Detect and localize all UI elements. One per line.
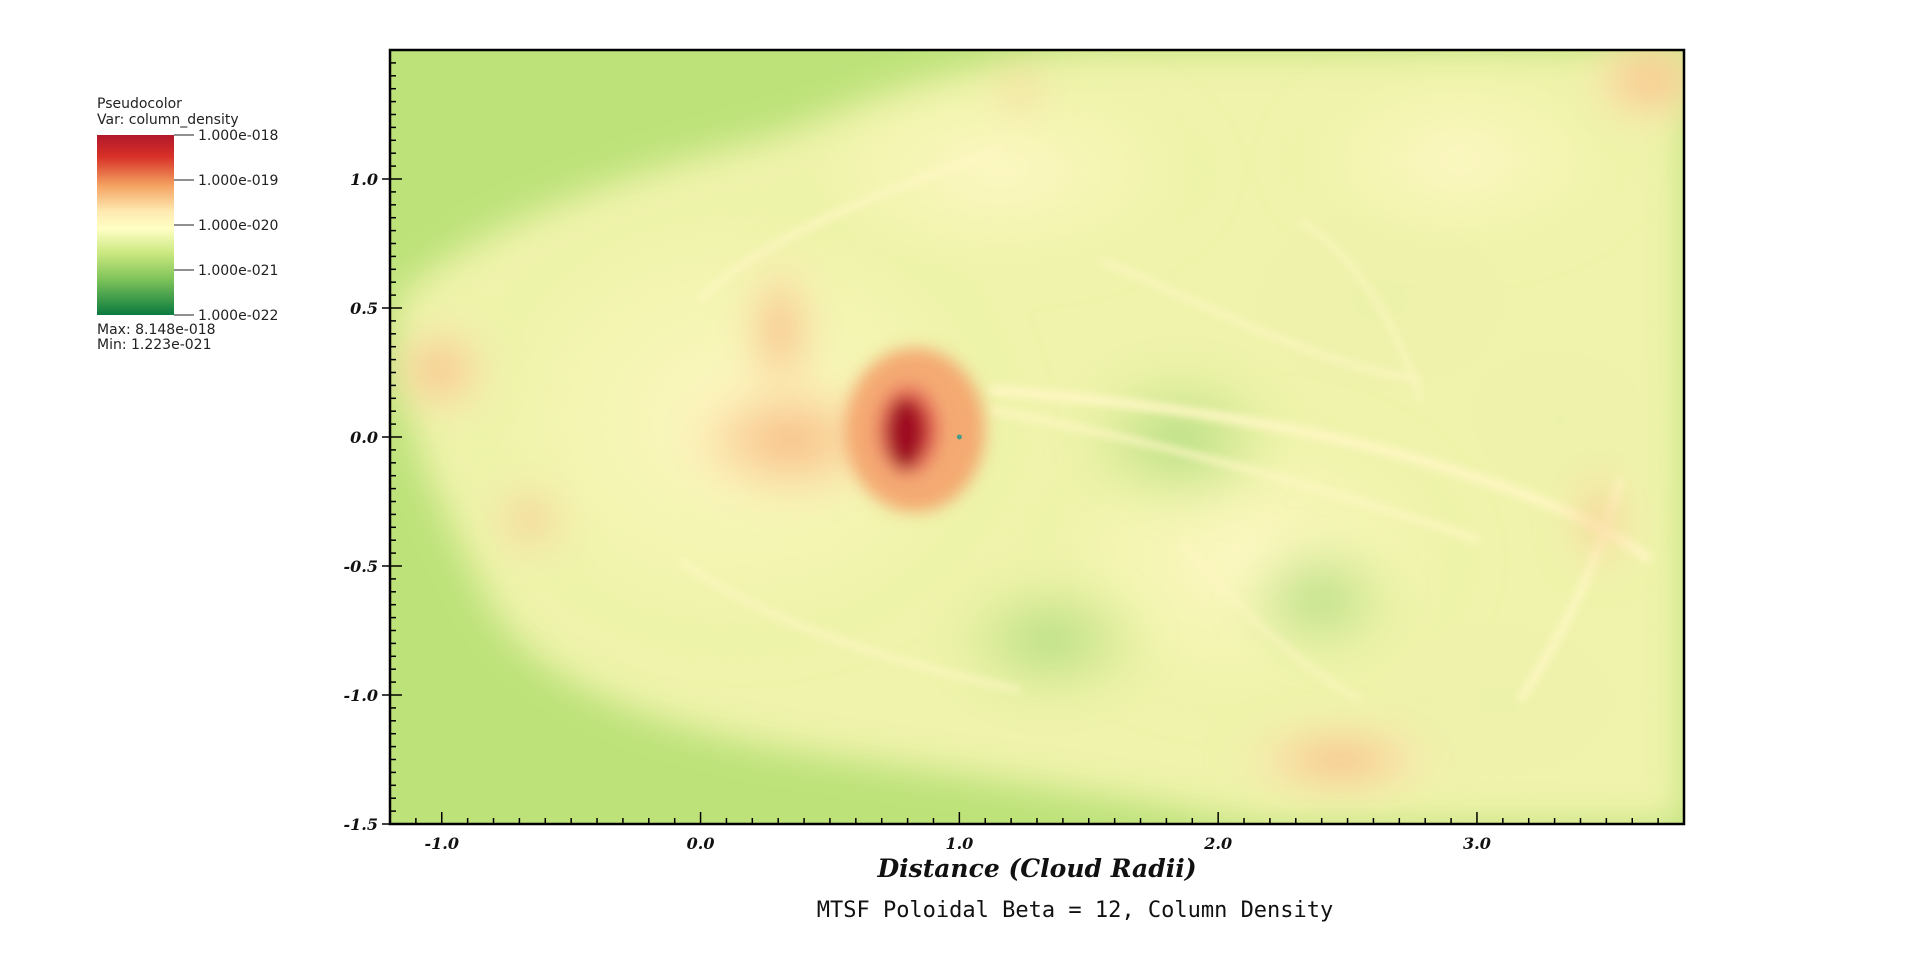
peak-marker: [956, 434, 962, 440]
y-tick-label: 1.0: [350, 170, 378, 189]
x-tick-label: 0.0: [687, 834, 715, 853]
colorbar-tick-label: 1.000e-019: [198, 173, 278, 189]
heatmap-field: [390, 50, 1684, 824]
x-tick-label: 2.0: [1203, 834, 1232, 853]
y-tick-label: 0.5: [350, 299, 378, 318]
x-axis-label: Distance (Cloud Radii): [876, 854, 1196, 883]
y-tick-label: -0.5: [344, 557, 378, 576]
colorbar-tick-label: 1.000e-022: [198, 308, 278, 324]
colorbar-tick-label: 1.000e-020: [198, 218, 278, 234]
y-axis: 1.0 0.5 0.0 -0.5 -1.0 -1.5: [344, 49, 402, 834]
plot-title: MTSF Poloidal Beta = 12, Column Density: [817, 898, 1334, 923]
colorbar-ticks: 1.000e-018 1.000e-019 1.000e-020 1.000e-021…: [174, 128, 278, 324]
legend-plot-type: Pseudocolor: [97, 96, 182, 112]
colorbar-gradient: [97, 135, 174, 315]
colorbar-legend: Pseudocolor Var: column_density 1.000e-0…: [97, 96, 278, 353]
x-axis: -1.0 0.0 1.0 2.0 3.0: [389, 812, 1685, 853]
x-tick-label: -1.0: [425, 834, 459, 853]
legend-variable: Var: column_density: [97, 112, 239, 128]
x-tick-label: 1.0: [945, 834, 973, 853]
y-tick-label: -1.0: [344, 686, 378, 705]
colorbar-tick-label: 1.000e-018: [198, 128, 278, 144]
y-tick-label: 0.0: [350, 428, 378, 447]
colorbar-tick-label: 1.000e-021: [198, 263, 278, 279]
legend-min: Min: 1.223e-021: [97, 337, 211, 353]
x-tick-label: 3.0: [1463, 834, 1491, 853]
y-tick-label: -1.5: [344, 815, 378, 834]
legend-max: Max: 8.148e-018: [97, 322, 216, 338]
